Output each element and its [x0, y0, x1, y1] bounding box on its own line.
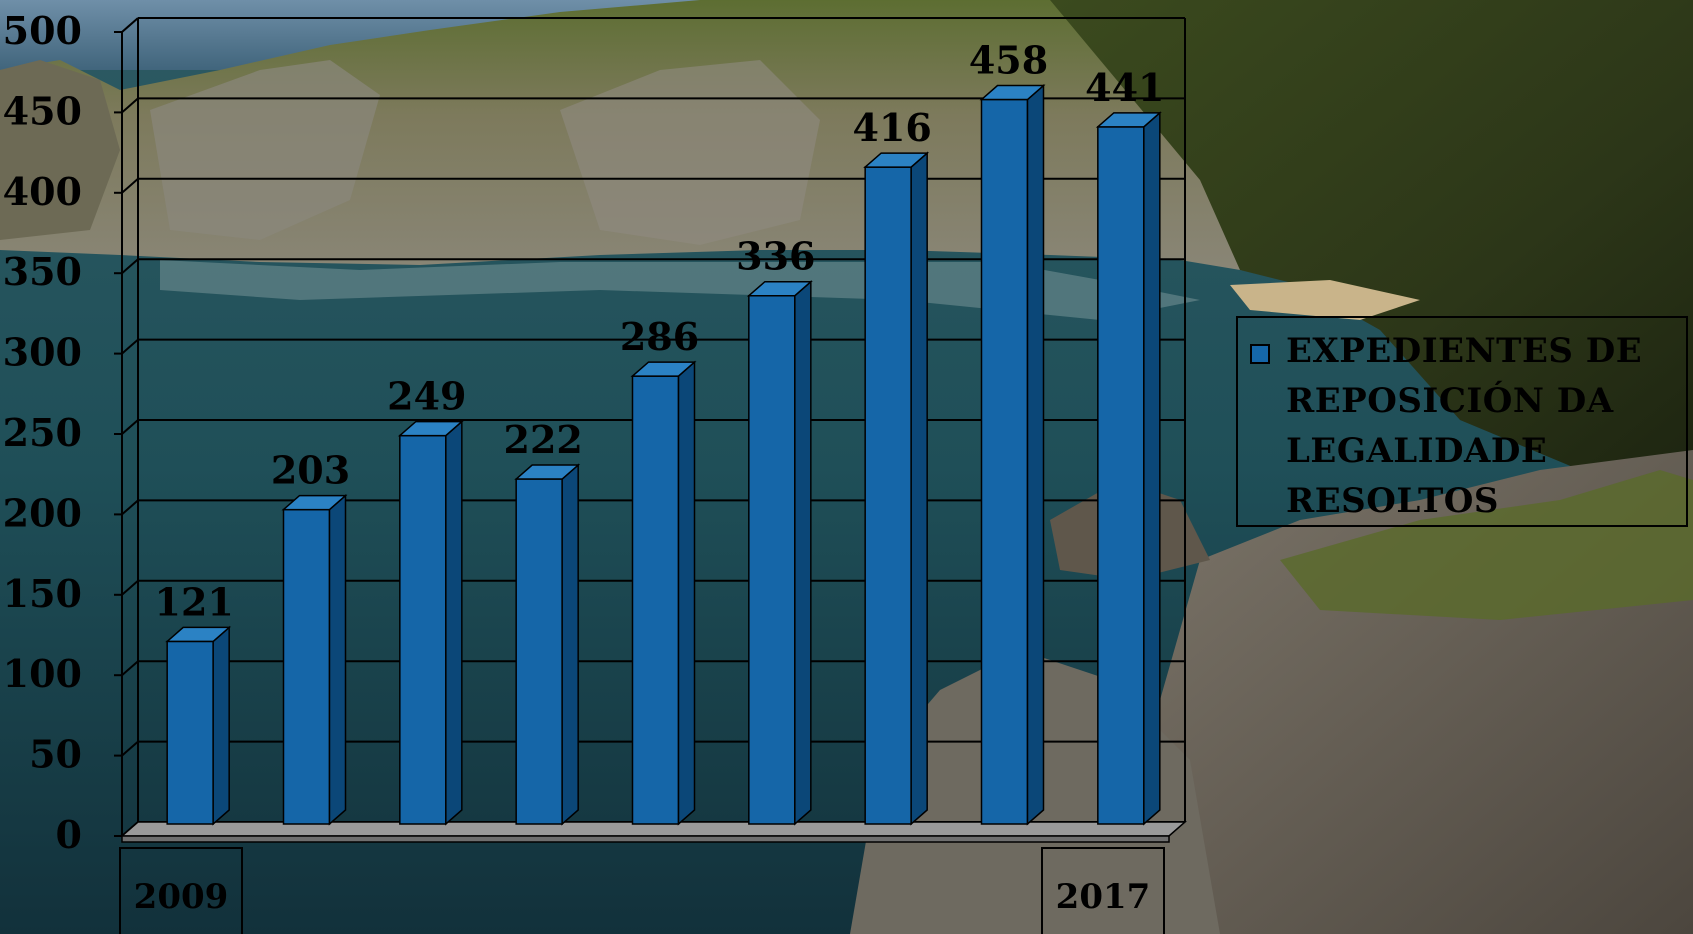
bar	[630, 360, 697, 826]
data-labels: 121 203 249 222 286 336 416 458 441	[155, 38, 1165, 625]
x-label-box	[119, 847, 243, 934]
bar-front	[631, 375, 680, 825]
gridline-side	[121, 660, 139, 676]
bar-top	[281, 494, 348, 511]
bar-top	[514, 464, 581, 480]
y-tick-label: 350	[3, 249, 82, 294]
data-label: 441	[1085, 65, 1164, 110]
data-label: 249	[387, 374, 466, 419]
bar-top	[397, 420, 464, 437]
bar-side	[1143, 111, 1161, 826]
bar-top	[979, 84, 1046, 101]
data-label: 336	[736, 234, 815, 279]
bar	[514, 463, 581, 826]
bar-side	[328, 493, 347, 826]
bar-side	[910, 151, 928, 826]
y-tick-label: 250	[3, 410, 82, 455]
bar-front	[166, 640, 214, 825]
bar-side	[561, 463, 579, 826]
legend-label: EXPEDIENTES DE REPOSICIÓN DA LEGALIDADE …	[1286, 331, 1643, 521]
bar	[397, 419, 464, 826]
y-tick-label: 400	[3, 169, 82, 214]
gridline-side	[121, 17, 139, 33]
bar-front	[1097, 126, 1145, 825]
bar	[979, 83, 1046, 826]
y-tick-label: 200	[3, 490, 82, 535]
bar	[281, 493, 348, 826]
bar	[746, 280, 813, 826]
bar-front	[282, 508, 331, 825]
x-tick-label: 2017	[1056, 877, 1151, 917]
x-tick-label: 2009	[134, 877, 229, 917]
bar-side	[212, 625, 230, 826]
data-label: 222	[504, 417, 583, 462]
bar-top	[1095, 112, 1162, 128]
bar-top	[746, 280, 813, 297]
x-axis: 2009 2017	[119, 847, 1165, 934]
gridline-side	[121, 97, 139, 114]
bars	[165, 83, 1162, 826]
bar	[1095, 111, 1162, 826]
legend-swatch	[1250, 344, 1270, 364]
bar-top	[863, 152, 930, 168]
data-label: 203	[271, 448, 350, 493]
y-tick-label: 300	[3, 330, 82, 375]
bar	[863, 151, 930, 826]
gridline-side	[121, 580, 139, 596]
data-label: 458	[969, 38, 1048, 83]
bar	[165, 625, 232, 826]
bar-side	[677, 360, 696, 826]
y-tick-label: 150	[3, 571, 82, 616]
bar-side	[445, 419, 463, 826]
floor-front	[121, 835, 1170, 843]
data-label: 416	[853, 105, 932, 150]
gridline-side	[121, 178, 139, 194]
y-tick-label: 0	[56, 812, 82, 857]
y-axis: 0 50 100 150 200 250 300 350 400 450 500	[3, 8, 122, 857]
gridline-side	[121, 258, 139, 274]
bar-side	[1026, 83, 1045, 826]
legend: EXPEDIENTES DE REPOSICIÓN DA LEGALIDADE …	[1236, 316, 1688, 527]
y-tick-label: 450	[3, 88, 82, 133]
bar-front	[864, 166, 912, 825]
data-label: 121	[155, 579, 234, 624]
bar-front	[980, 98, 1029, 825]
data-label: 286	[620, 314, 699, 359]
bar-front	[748, 294, 796, 825]
gridline-side	[121, 338, 139, 355]
y-tick-label: 100	[3, 651, 82, 696]
bar-side	[794, 280, 812, 826]
y-tick-label: 500	[3, 8, 82, 53]
y-tick-label: 50	[29, 732, 82, 777]
gridline-side	[121, 419, 139, 435]
bar-top	[165, 626, 232, 643]
bar-top	[630, 361, 697, 377]
gridline-side	[121, 740, 139, 757]
bar-front	[515, 478, 563, 825]
gridline-side	[121, 499, 139, 516]
bar-front	[399, 434, 447, 825]
x-label-box	[1041, 847, 1165, 934]
chart-floor	[120, 821, 1187, 843]
